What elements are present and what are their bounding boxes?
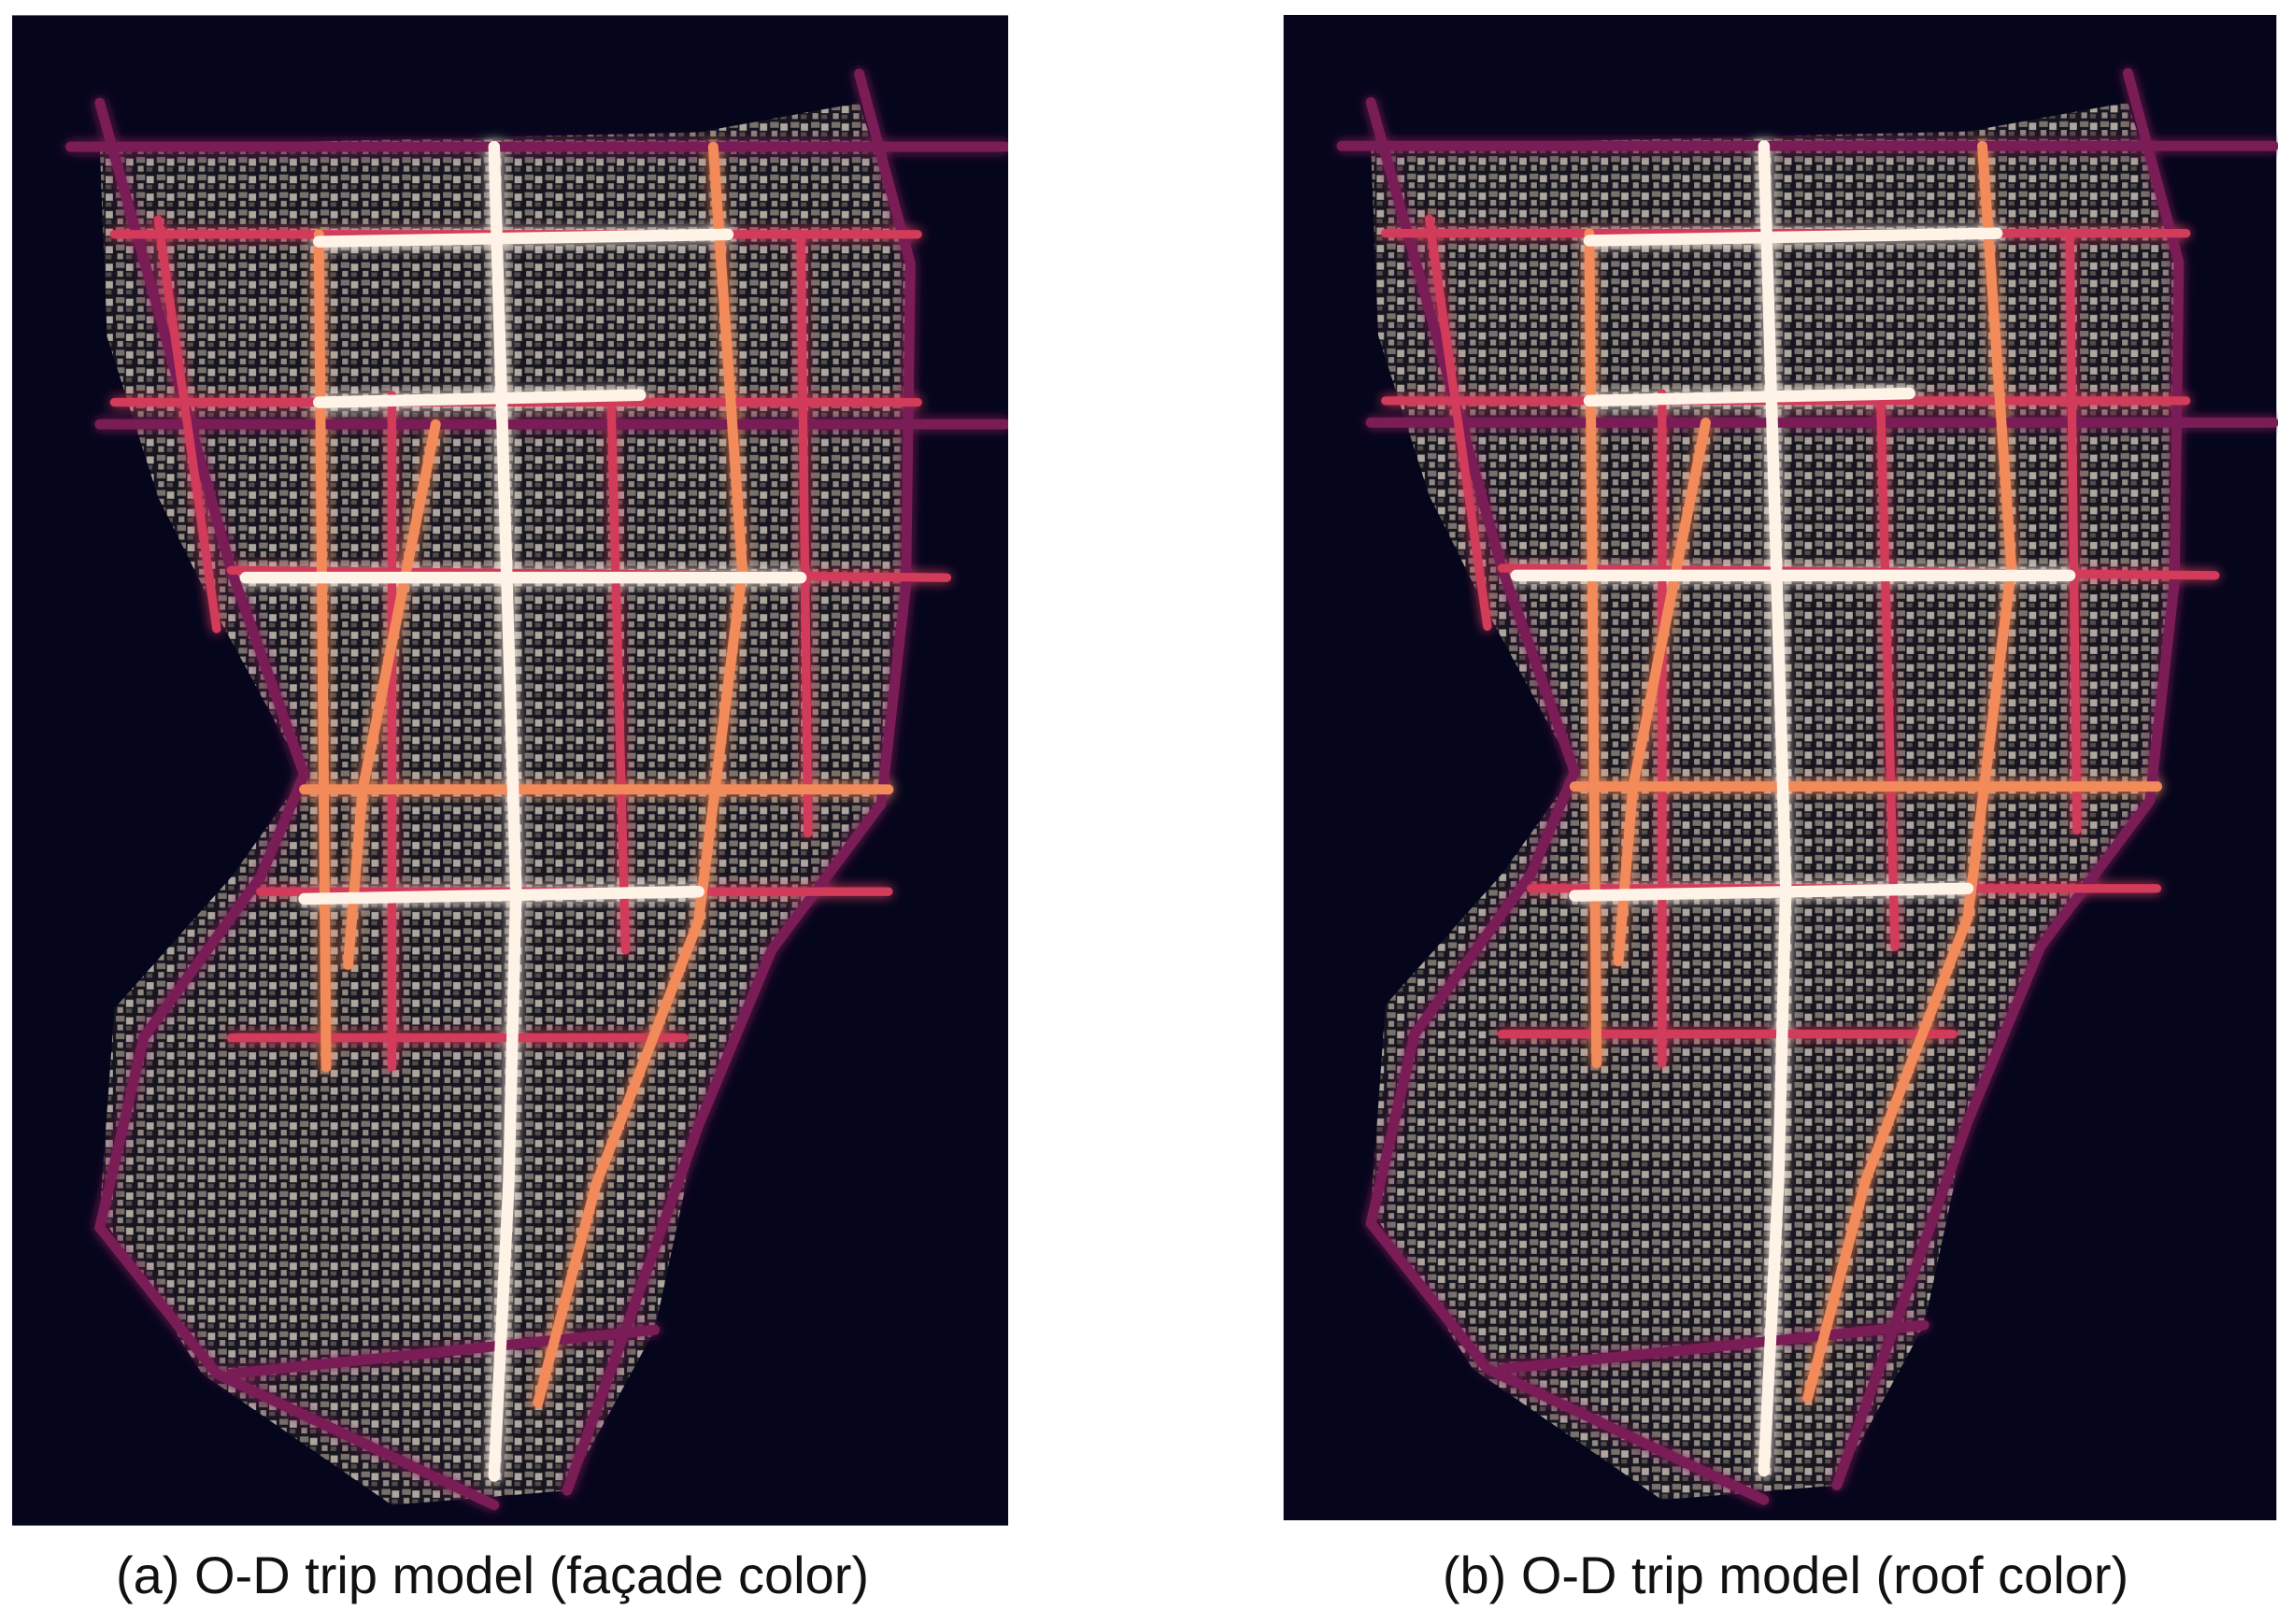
map-panel [12,15,1008,1525]
map-panel [1284,15,2277,1520]
panel-caption: (a) O-D trip model (façade color) [116,1546,869,1604]
panel-caption: (b) O-D trip model (roof color) [1443,1546,2128,1604]
